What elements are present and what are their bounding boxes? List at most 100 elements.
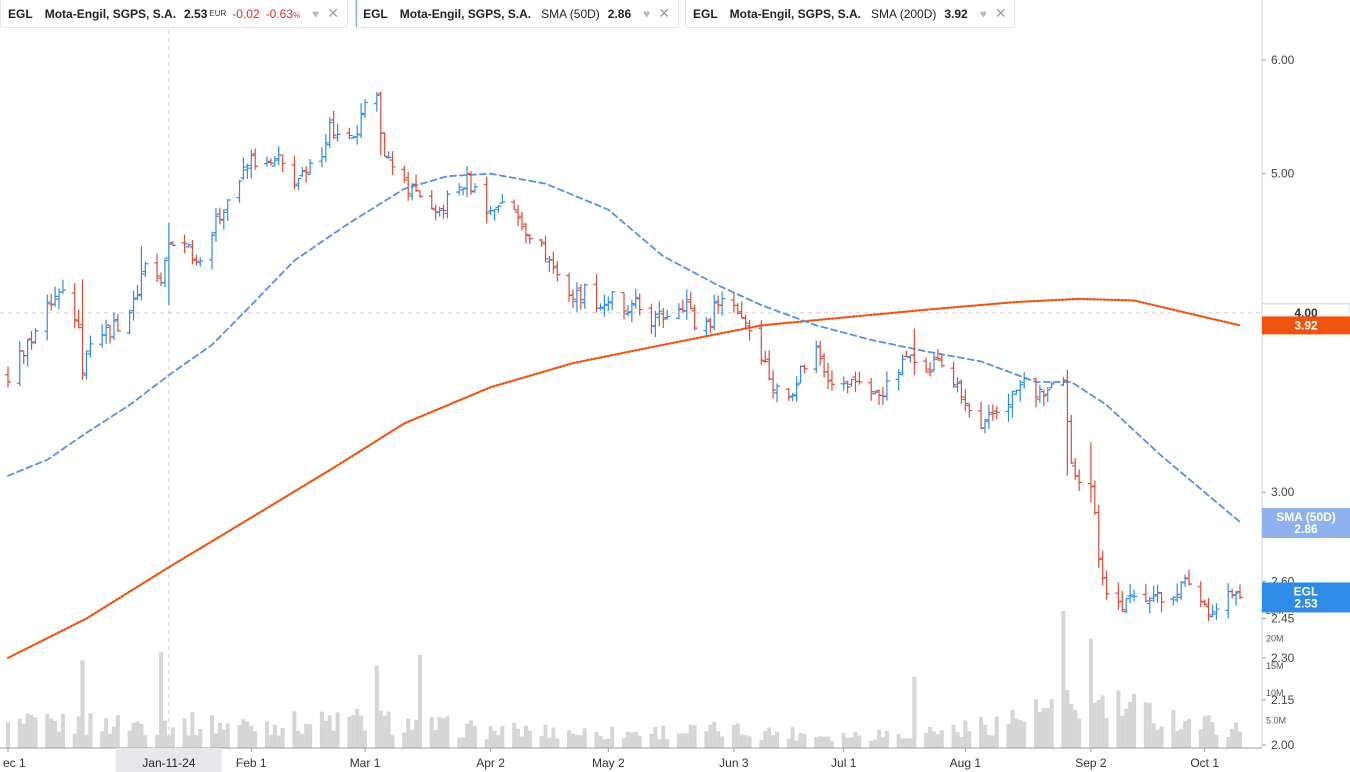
ohlc-bar: [236, 179, 243, 203]
time-tick-label: May 2: [592, 756, 625, 770]
volume-bar: [610, 726, 615, 748]
close-icon[interactable]: ✕: [994, 5, 1007, 21]
volume-bar: [1171, 709, 1176, 748]
volume-bar: [704, 731, 709, 748]
volume-bar: [1104, 717, 1109, 748]
volume-bar: [1238, 731, 1242, 748]
volume-bar: [516, 728, 521, 748]
ohlc-bar: [828, 370, 835, 391]
ohlc-bar: [1170, 596, 1177, 606]
ohlc-bar: [483, 176, 490, 224]
ohlc-bar: [212, 207, 219, 243]
last-price-tag-text: 2.53: [1294, 596, 1318, 610]
time-tick-label: Apr 2: [476, 756, 505, 770]
volume-bar: [190, 712, 195, 748]
volume-bar: [327, 715, 332, 748]
ohlc-bar: [299, 167, 306, 177]
volume-bar: [1096, 699, 1101, 748]
ohlc-bar: [354, 125, 361, 145]
volume-bar: [1022, 721, 1027, 748]
volume-bar: [1010, 710, 1015, 748]
volume-bar: [684, 733, 689, 748]
ohlc-bar: [491, 208, 498, 221]
ohlc-bar: [1201, 599, 1208, 607]
volume-bar: [406, 718, 411, 748]
gridlines: [0, 30, 1262, 748]
legend-sma200[interactable]: EGL Mota-Engil, SGPS, S.A. SMA (200D) 3.…: [685, 0, 1015, 28]
ohlc-bar: [958, 379, 965, 404]
crosshair-date-tag: [115, 748, 222, 772]
volume-bar: [1045, 707, 1050, 748]
sma-50-path: [7, 172, 1241, 523]
price-tick-label: 2.45: [1271, 611, 1295, 625]
legend-price[interactable]: EGL Mota-Engil, SGPS, S.A. 2.53 EUR -0.0…: [0, 0, 348, 28]
volume-bar: [410, 729, 415, 748]
volume-bar: [335, 712, 340, 748]
ohlc-bar: [954, 377, 961, 393]
volume-bar: [527, 730, 532, 748]
bucket-icon[interactable]: ♥: [312, 6, 320, 21]
ohlc-bar: [499, 193, 506, 204]
bucket-icon[interactable]: ♥: [979, 6, 987, 21]
close-icon[interactable]: ✕: [327, 5, 339, 21]
volume-bar: [826, 736, 831, 748]
volume-bar: [264, 721, 269, 748]
ohlc-bar: [711, 294, 718, 331]
volume-bar: [602, 739, 607, 748]
volume-bar: [884, 730, 889, 748]
volume-bar: [488, 725, 493, 748]
volume-bar: [582, 728, 587, 748]
last-price-tag-text: EGL: [1294, 584, 1319, 598]
ohlc-bar: [350, 135, 357, 139]
price-tick-label: 2.00: [1271, 738, 1295, 752]
volume-bar: [276, 735, 281, 748]
ohlc-bar: [895, 369, 902, 391]
volume-bar: [712, 721, 717, 748]
ohlc-bar: [224, 199, 231, 221]
volume-bar: [155, 734, 160, 748]
volume-bar: [135, 721, 140, 748]
ohlc-bar: [216, 207, 223, 225]
ohlc-bar: [577, 284, 584, 310]
volume-bar: [355, 708, 360, 748]
volume-bar: [319, 711, 324, 748]
ohlc-bar: [927, 362, 934, 377]
ohlc-bar: [165, 222, 172, 306]
ohlc-bar: [346, 127, 353, 140]
ohlc-bar: [907, 354, 914, 363]
ohlc-bar: [1009, 390, 1016, 418]
volume-bar: [1128, 701, 1133, 748]
ohlc-bar: [785, 388, 792, 401]
volume-bar: [1014, 718, 1019, 748]
close-icon[interactable]: ✕: [658, 5, 670, 21]
ohlc-bar: [550, 251, 557, 274]
volume-bar: [1155, 729, 1160, 748]
volume-bar: [1147, 702, 1152, 748]
volume-bar: [472, 725, 477, 748]
ohlc-bar: [934, 349, 941, 361]
volume-bar: [818, 736, 823, 748]
ohlc-bar: [1146, 596, 1153, 614]
ohlc-bar: [981, 419, 988, 434]
legend-symbol: EGL: [693, 6, 718, 21]
ohlc-bar: [373, 92, 380, 112]
bucket-icon[interactable]: ♥: [643, 6, 651, 21]
volume-bar: [692, 725, 697, 748]
volume-bar: [1132, 693, 1137, 748]
ohlc-bar: [738, 301, 745, 319]
ohlc-bar: [758, 320, 765, 366]
ohlc-bar: [566, 272, 573, 302]
time-tick-label: Feb 1: [236, 756, 267, 770]
ohlc-bar: [844, 380, 851, 394]
ohlc-bar: [789, 392, 796, 402]
ohlc-bar: [899, 353, 906, 376]
ohlc-bar: [405, 171, 412, 201]
ohlc-bar: [158, 272, 165, 286]
price-tick-label: 3.00: [1271, 485, 1295, 499]
ohlc-bar: [460, 187, 467, 196]
ohlc-bar: [161, 257, 168, 287]
legend-sma50[interactable]: EGL Mota-Engil, SGPS, S.A. SMA (50D) 2.8…: [355, 0, 679, 28]
volume-bar: [849, 737, 854, 748]
volume-bar: [1234, 722, 1239, 748]
